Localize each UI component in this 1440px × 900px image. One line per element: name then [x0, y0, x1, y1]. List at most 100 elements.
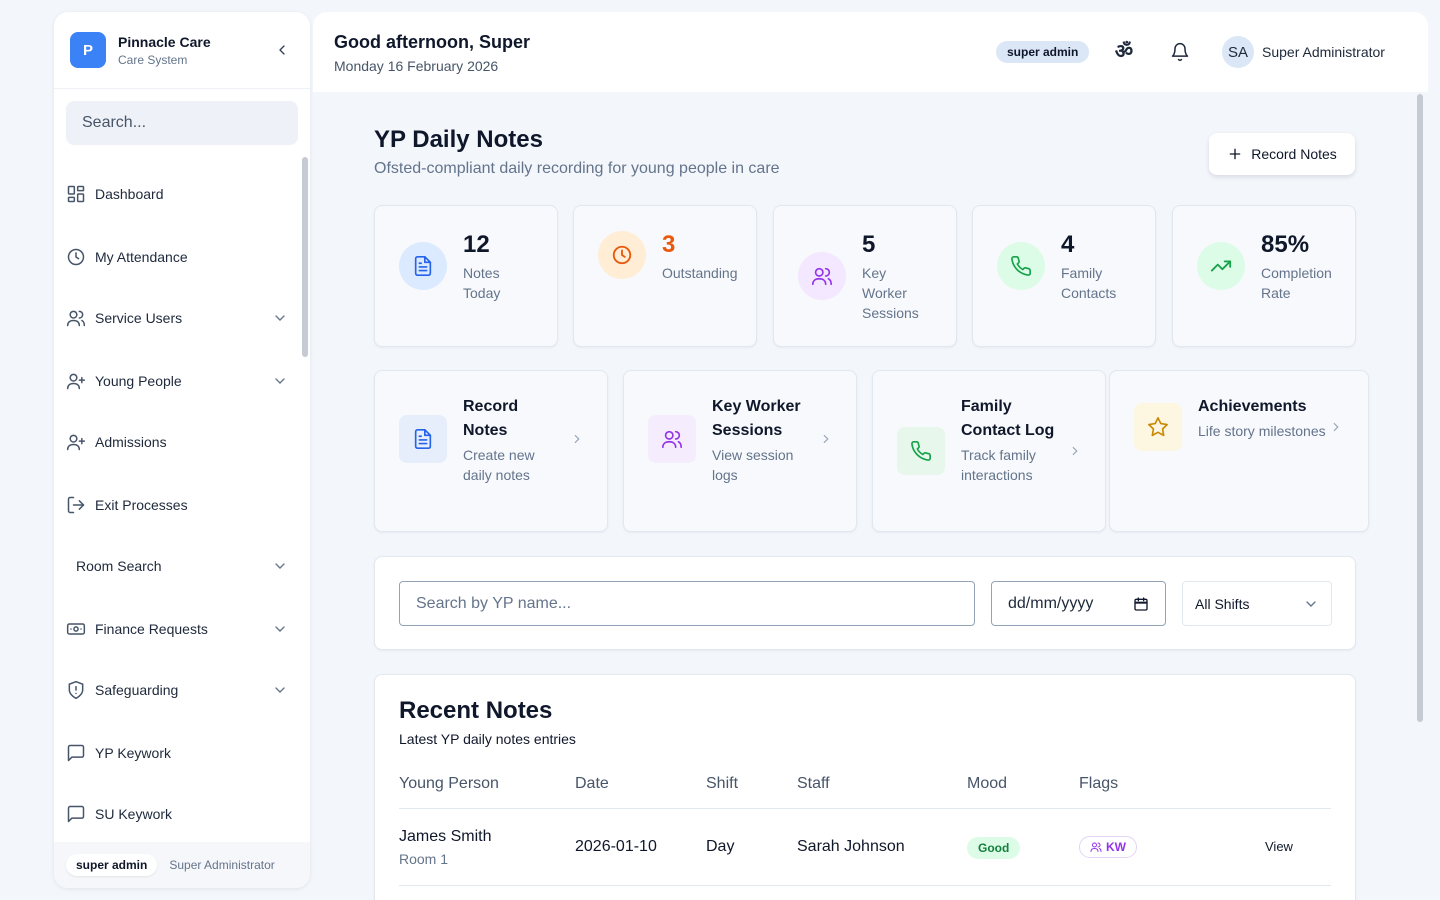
record-notes-button[interactable]: Record Notes [1209, 133, 1355, 175]
stat-value: 5 [862, 231, 876, 258]
sidebar-item-admissions[interactable]: Admissions [66, 422, 292, 462]
column-header-date[interactable]: Date [575, 775, 609, 792]
clock-icon [66, 247, 86, 267]
user-menu[interactable]: Super Administrator [1262, 44, 1385, 60]
sidebar-item-my-attendance[interactable]: My Attendance [66, 237, 292, 277]
stat-label: Key Worker Sessions [862, 265, 919, 321]
quick-action-achievements[interactable]: Achievements Life story milestones [1109, 370, 1369, 532]
chevron-down-icon [275, 626, 285, 632]
sidebar-item-exit-processes[interactable]: Exit Processes [66, 485, 292, 525]
column-header-young-person[interactable]: Young Person [399, 775, 499, 792]
column-header-flags[interactable]: Flags [1079, 775, 1119, 792]
quick-action-title: Family Contact Log [961, 398, 1055, 439]
sidebar-item-label: Safeguarding [95, 682, 179, 698]
filter-bar: Search by YP name... dd/mm/yyyy All Shif… [374, 556, 1356, 650]
sidebar-item-service-users[interactable]: Service Users [66, 298, 292, 338]
stat-card-completion-rate: 85% Completion Rate [1172, 205, 1356, 347]
quick-action-key-worker-sessions[interactable]: Key Worker Sessions View session logs [623, 370, 857, 532]
quick-action-subtitle: View session logs [712, 447, 794, 483]
sidebar: P Pinnacle Care Care System Search... Da… [54, 12, 310, 888]
notifications-button[interactable] [1168, 40, 1192, 64]
stat-value: 12 [463, 231, 490, 258]
quick-action-subtitle: Track family interactions [961, 447, 1036, 483]
sidebar-search-input[interactable]: Search... [66, 101, 298, 145]
note-staff: Sarah Johnson [797, 838, 905, 855]
collapse-sidebar-button[interactable] [270, 38, 294, 62]
calendar-icon[interactable] [1133, 596, 1149, 612]
column-header-staff[interactable]: Staff [797, 775, 830, 792]
quick-action-record-notes[interactable]: Record Notes Create new daily notes [374, 370, 608, 532]
phone-icon [897, 427, 945, 475]
phone-icon [997, 242, 1045, 290]
sidebar-item-label: Young People [95, 373, 182, 389]
footer-user-name: Super Administrator [169, 858, 275, 872]
stat-card-notes-today: 12 Notes Today [374, 205, 558, 347]
column-header-mood[interactable]: Mood [967, 775, 1008, 792]
clock-icon [598, 231, 646, 279]
stat-value: 3 [662, 231, 676, 258]
role-badge: super admin [996, 41, 1090, 63]
sidebar-item-label: Dashboard [95, 186, 164, 202]
plus-icon [1229, 148, 1241, 160]
star-icon [1134, 403, 1182, 451]
shift-select-value: All Shifts [1195, 595, 1250, 612]
sidebar-item-dashboard[interactable]: Dashboard [66, 174, 292, 214]
chevron-right-icon [574, 434, 580, 444]
file-text-icon [399, 242, 447, 290]
recent-notes-title: Recent Notes [399, 697, 553, 724]
shift-select[interactable]: All Shifts [1182, 581, 1332, 626]
quick-action-family-contact-log[interactable]: Family Contact Log Track family interact… [872, 370, 1106, 532]
stat-label: Notes Today [463, 265, 501, 301]
sidebar-footer: super admin Super Administrator [54, 842, 310, 888]
chevron-down-icon [275, 563, 285, 569]
users-icon [648, 415, 696, 463]
topbar: Good afternoon, Super Monday 16 February… [313, 12, 1428, 92]
quick-action-title: Key Worker Sessions [712, 398, 801, 439]
stat-card-family-contacts: 4 Family Contacts [972, 205, 1156, 347]
chevron-down-icon [275, 315, 285, 321]
column-header-shift[interactable]: Shift [706, 775, 739, 792]
main-scrollbar[interactable] [1417, 94, 1423, 722]
brand-logo: P [70, 32, 106, 68]
user-plus-icon [66, 432, 86, 452]
chevron-down-icon [275, 378, 285, 384]
flag-label: KW [1106, 840, 1126, 854]
avatar[interactable]: SA [1222, 36, 1254, 68]
log-out-icon [66, 495, 86, 515]
banknote-icon [66, 619, 86, 639]
sidebar-scrollbar[interactable] [302, 157, 308, 357]
message-square-icon [66, 804, 86, 824]
table-row-divider [399, 885, 1331, 886]
chevron-right-icon [1072, 446, 1078, 456]
page-title: YP Daily Notes [374, 126, 543, 153]
sidebar-item-su-keywork[interactable]: SU Keywork [66, 794, 292, 834]
view-note-button[interactable]: View [1265, 839, 1293, 854]
sidebar-item-label: Admissions [95, 434, 167, 450]
bell-icon [1171, 42, 1189, 62]
shield-icon [66, 680, 86, 700]
stat-label: Outstanding [662, 265, 738, 281]
recent-notes-subtitle: Latest YP daily notes entries [399, 731, 576, 747]
brand-subtitle: Care System [118, 52, 188, 67]
sidebar-item-label: Finance Requests [95, 621, 208, 637]
date-filter-input[interactable]: dd/mm/yyyy [991, 581, 1166, 626]
accessibility-button[interactable]: ॐ [1112, 40, 1136, 64]
brand-header: P Pinnacle Care Care System [54, 12, 310, 89]
chevron-left-icon [279, 45, 285, 55]
stat-value: 85% [1261, 231, 1310, 258]
sidebar-item-young-people[interactable]: Young People [66, 361, 292, 401]
table-header-divider [399, 808, 1331, 809]
sidebar-item-safeguarding[interactable]: Safeguarding [66, 670, 292, 710]
yp-search-input[interactable]: Search by YP name... [399, 581, 975, 626]
sidebar-item-room-search[interactable]: Room Search [66, 546, 292, 586]
file-text-icon [399, 415, 447, 463]
sidebar-item-finance-requests[interactable]: Finance Requests [66, 609, 292, 649]
stat-card-outstanding: 3 Outstanding [573, 205, 757, 347]
quick-action-title: Achievements [1198, 398, 1307, 415]
sidebar-item-label: Service Users [95, 310, 183, 326]
record-notes-label: Record Notes [1251, 146, 1337, 162]
note-shift: Day [706, 838, 735, 855]
grid-icon [66, 184, 86, 204]
chevron-right-icon [823, 434, 829, 444]
sidebar-item-yp-keywork[interactable]: YP Keywork [66, 733, 292, 773]
